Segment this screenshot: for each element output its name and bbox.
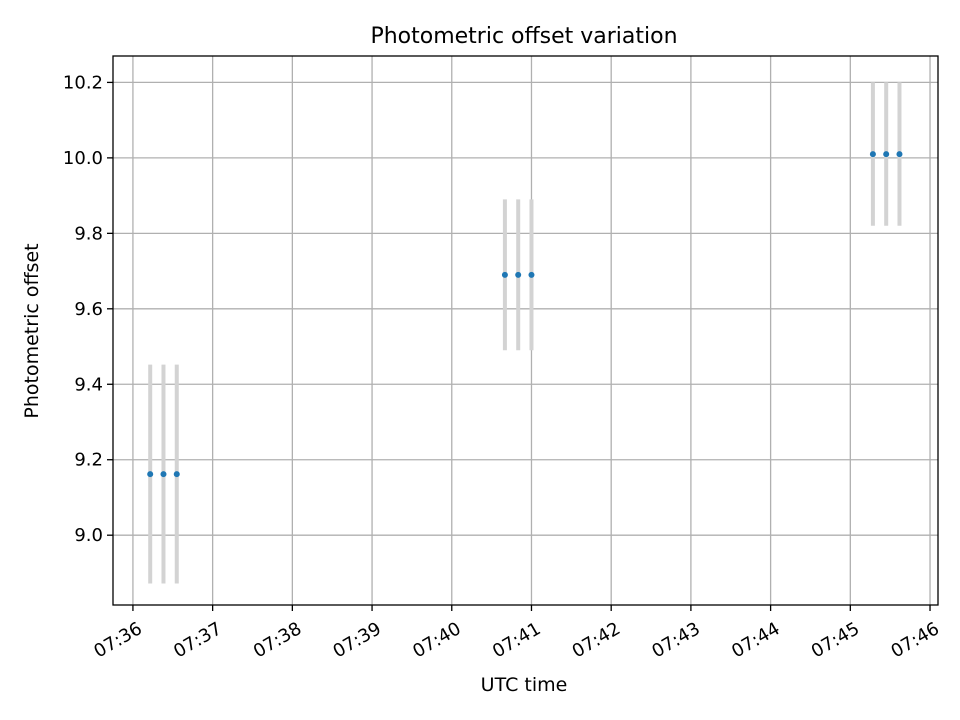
grid — [113, 56, 938, 605]
x-tick-label: 07:36 — [90, 618, 145, 662]
y-tick-label: 10.2 — [63, 72, 103, 93]
y-axis-ticks: 9.0 9.2 9.4 9.6 9.8 10.0 10.2 — [63, 72, 113, 546]
data-point — [528, 271, 535, 278]
x-tick-label: 07:41 — [489, 618, 544, 662]
plot-frame — [112, 55, 939, 606]
data-point — [147, 471, 154, 478]
x-tick-label: 07:43 — [648, 618, 703, 662]
x-tick-label: 07:39 — [330, 618, 385, 662]
data-point — [173, 471, 180, 478]
x-tick-label: 07:37 — [170, 618, 225, 662]
y-tick-label: 9.4 — [74, 374, 103, 395]
data-point — [501, 271, 508, 278]
y-tick-label: 9.8 — [74, 223, 103, 244]
y-tick-label: 10.0 — [63, 148, 103, 169]
data-point — [883, 151, 890, 158]
data-point — [869, 151, 876, 158]
data-point — [160, 471, 167, 478]
x-tick-label: 07:40 — [409, 618, 464, 662]
y-axis-title: Photometric offset — [21, 243, 43, 418]
x-tick-label: 07:44 — [728, 618, 783, 662]
x-axis-ticks: 07:36 07:37 07:38 07:39 07:40 07:41 07:42 07:43… — [90, 605, 943, 662]
y-tick-label: 9.2 — [74, 450, 103, 471]
x-tick-label: 07:45 — [808, 618, 863, 662]
data-point — [896, 151, 903, 158]
x-tick-label: 07:42 — [569, 618, 624, 662]
x-tick-label: 07:46 — [888, 618, 943, 662]
data-point — [515, 271, 522, 278]
data-points — [147, 151, 903, 478]
y-tick-label: 9.6 — [74, 299, 103, 320]
x-axis-title: UTC time — [481, 674, 568, 696]
y-tick-label: 9.0 — [74, 525, 103, 546]
x-tick-label: 07:38 — [250, 618, 305, 662]
chart-title: Photometric offset variation — [370, 24, 677, 49]
